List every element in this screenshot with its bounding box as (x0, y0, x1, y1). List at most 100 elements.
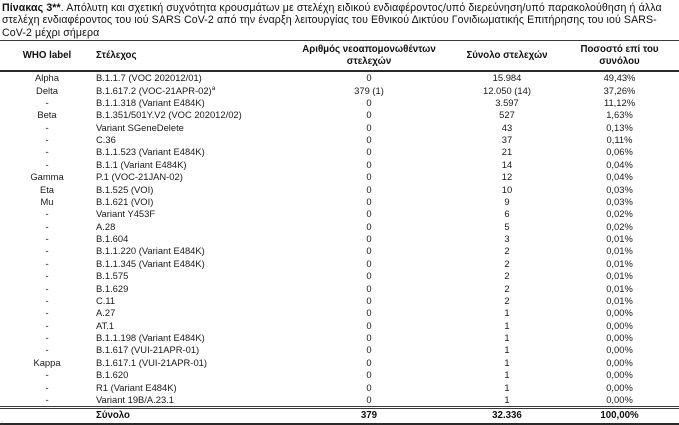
total-strains-cell: 1 (504, 381, 510, 393)
who-label-cell: - (45, 96, 49, 108)
strain-cell: Variant SGeneDelete (96, 121, 184, 133)
total-strains-cell: 2 (504, 282, 510, 294)
new-isolates-cell: 0 (366, 381, 372, 393)
table-row: - B.1.617 (VUI-21APR-01) 0 1 0,00% (0, 344, 679, 356)
total-strains-cell: 3 (504, 233, 510, 245)
new-isolates-cell: 379 (1) (354, 84, 384, 96)
total-strains-cell: 1 (504, 344, 510, 356)
new-isolates-cell: 0 (366, 158, 372, 170)
percentage-cell: 0,13% (606, 121, 633, 133)
table-row: - B.1.629 0 2 0,01% (0, 283, 679, 295)
total-strains-cell: 21 (501, 146, 513, 158)
strain-cell: B.1.617.1 (VUI-21APR-01) (96, 356, 207, 368)
who-label-cell: - (45, 245, 49, 257)
total-strains-cell: 527 (499, 109, 515, 121)
new-isolates-cell: 0 (366, 72, 372, 84)
new-isolates-cell: 0 (366, 208, 372, 220)
table-row: Kappa B.1.617.1 (VUI-21APR-01) 0 1 0,00% (0, 357, 679, 369)
strain-cell: B.1.604 (96, 233, 129, 245)
percentage-cell: 0,00% (606, 307, 633, 319)
total-strains-cell: 15.984 (492, 72, 522, 84)
table-row: - A.28 0 5 0,02% (0, 221, 679, 233)
percentage-cell: 0,03% (606, 183, 633, 195)
strain-cell: B.1.1.198 (Variant E484K) (96, 332, 205, 344)
who-label-cell: - (45, 257, 49, 269)
percentage-cell: 0,02% (606, 220, 633, 232)
table-row: - C.11 0 2 0,01% (0, 295, 679, 307)
new-isolates-cell: 0 (366, 220, 372, 232)
strain-cell: B.1.525 (VOI) (96, 183, 154, 195)
percentage-cell: 0,00% (606, 393, 633, 405)
who-label-cell: - (45, 208, 49, 220)
table-row: Beta B.1.351/501Y.V2 (VOC 202012/02) 0 5… (0, 109, 679, 121)
total-strains-cell: 1 (504, 369, 510, 381)
new-isolates-cell: 0 (366, 257, 372, 269)
strain-cell: A.27 (96, 307, 116, 319)
who-label-cell: Eta (39, 183, 55, 195)
new-isolates-cell: 0 (366, 183, 372, 195)
total-strains-cell: 2 (504, 257, 510, 269)
percentage-cell: 0,00% (606, 356, 633, 368)
new-isolates-cell: 0 (366, 307, 372, 319)
strain-cell: B.1.1.345 (Variant E484K) (96, 257, 205, 269)
strain-cell: B.1.1.523 (Variant E484K) (96, 146, 205, 158)
new-isolates-cell: 0 (366, 393, 372, 405)
new-isolates-cell: 0 (366, 245, 372, 257)
total-row-new-isolates: 379 (284, 406, 454, 425)
col-header-strain: Στέλεχος (94, 40, 284, 73)
total-strains-cell: 1 (504, 319, 510, 331)
strain-cell: B.1.351/501Y.V2 (VOC 202012/02) (96, 109, 242, 121)
col-header-who-label: WHO label (0, 40, 94, 73)
who-label-cell: Alpha (35, 72, 59, 84)
table-row: - B.1.1 (Variant E484K) 0 14 0,04% (0, 159, 679, 171)
new-isolates-cell: 0 (366, 109, 372, 121)
percentage-cell: 0,00% (606, 344, 633, 356)
who-label-cell: - (45, 134, 49, 146)
strain-cell: B.1.1.318 (Variant E484K) (96, 96, 205, 108)
table-row: Alpha B.1.1.7 (VOC 202012/01) 0 15.984 4… (0, 71, 679, 84)
who-label-cell: Beta (37, 109, 57, 121)
table-row: Gamma P.1 (VOC-21JAN-02) 0 12 0,04% (0, 171, 679, 183)
strain-cell: B.1.575 (96, 270, 129, 282)
total-strains-cell: 1 (504, 332, 510, 344)
strain-cell: B.1.1 (Variant E484K) (96, 158, 187, 170)
strain-cell: AT.1 (96, 319, 115, 331)
total-strains-cell: 2 (504, 270, 510, 282)
new-isolates-cell: 0 (366, 369, 372, 381)
col-header-total: Σύνολο στελεχών (454, 40, 560, 73)
percentage-cell: 0,01% (606, 257, 633, 269)
who-label-cell: Delta (36, 84, 58, 96)
percentage-cell: 0,00% (606, 332, 633, 344)
strain-cell: R1 (Variant E484K) (96, 381, 177, 393)
table-row: - B.1.1.523 (Variant E484K) 0 21 0,06% (0, 146, 679, 158)
strain-cell: C.36 (96, 134, 116, 146)
percentage-cell: 0,03% (606, 195, 633, 207)
percentage-cell: 0,01% (606, 233, 633, 245)
percentage-cell: 0,00% (606, 381, 633, 393)
table-row: - B.1.575 0 2 0,01% (0, 270, 679, 282)
percentage-cell: 1,63% (606, 109, 633, 121)
total-row-percentage: 100,00% (560, 406, 679, 425)
table-caption-number: Πίνακας 3** (2, 2, 61, 14)
percentage-cell: 0,04% (606, 158, 633, 170)
total-strains-cell: 2 (504, 245, 510, 257)
strain-cell: P.1 (VOC-21JAN-02) (96, 171, 183, 183)
who-label-cell: - (45, 344, 49, 356)
who-label-cell: Kappa (33, 356, 61, 368)
who-label-cell: - (45, 307, 49, 319)
who-label-cell: - (45, 146, 49, 158)
new-isolates-cell: 0 (366, 121, 372, 133)
table-row: - Variant 19B/A.23.1 0 1 0,00% (0, 394, 679, 408)
new-isolates-cell: 0 (366, 270, 372, 282)
new-isolates-cell: 0 (366, 294, 372, 306)
strain-cell: B.1.1.220 (Variant E484K) (96, 245, 205, 257)
who-label-cell: - (45, 393, 49, 405)
table-row: - A.27 0 1 0,00% (0, 307, 679, 319)
total-strains-cell: 1 (504, 393, 510, 405)
table-row: - B.1.1.220 (Variant E484K) 0 2 0,01% (0, 245, 679, 257)
total-strains-cell: 12 (501, 171, 513, 183)
strain-cell: B.1.617 (VUI-21APR-01) (96, 344, 200, 356)
total-strains-cell: 5 (504, 220, 510, 232)
new-isolates-cell: 0 (366, 96, 372, 108)
